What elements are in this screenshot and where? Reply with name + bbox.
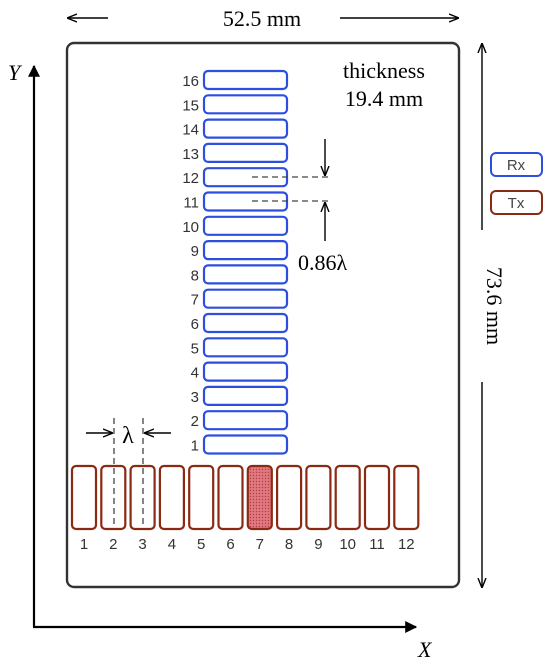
rx-element-5 — [202, 337, 289, 358]
rx-spacing-annotation: 0.86λ — [252, 139, 348, 275]
height-dimension: 73.6 mm — [482, 44, 507, 587]
tx-element-3 — [129, 464, 156, 531]
rx-element-7 — [202, 288, 289, 309]
legend-tx-label: Tx — [508, 195, 525, 212]
legend-rx-label: Rx — [507, 157, 526, 174]
rx-array: 16 15 14 13 12 11 10 9 8 7 6 5 4 3 2 1 — [182, 69, 289, 455]
thickness-value: 19.4 mm — [345, 86, 423, 111]
tx-label-6: 6 — [226, 536, 234, 553]
rx-label-11: 11 — [183, 195, 199, 212]
rx-label-7: 7 — [191, 292, 199, 309]
tx-label-8: 8 — [285, 536, 293, 553]
tx-label-3: 3 — [138, 536, 146, 553]
tx-spacing-label: λ — [122, 423, 134, 449]
y-axis-label: Y — [8, 60, 23, 85]
rx-label-1: 1 — [191, 438, 199, 455]
tx-element-10 — [334, 464, 361, 531]
rx-spacing-label: 0.86λ — [298, 250, 348, 275]
rx-element-14 — [202, 118, 289, 139]
tx-spacing-annotation: λ — [86, 418, 171, 527]
rx-element-6 — [202, 312, 289, 334]
height-label: 73.6 mm — [482, 267, 507, 345]
tx-element-12 — [393, 464, 420, 531]
rx-label-13: 13 — [182, 146, 199, 163]
thickness-label: thickness — [343, 58, 425, 83]
tx-label-9: 9 — [314, 536, 322, 553]
tx-element-11 — [363, 464, 391, 531]
rx-label-14: 14 — [182, 122, 199, 139]
tx-array: 1 2 3 4 5 6 7 8 9 10 11 12 — [70, 464, 420, 553]
x-axis-label: X — [417, 637, 433, 662]
rx-element-9 — [202, 240, 289, 261]
tx-label-11: 11 — [369, 536, 385, 553]
legend-tx-swatch — [490, 190, 543, 215]
rx-element-13 — [202, 142, 289, 163]
legend: Rx Tx — [490, 152, 543, 215]
rx-element-3 — [202, 385, 289, 406]
rx-label-10: 10 — [182, 219, 199, 236]
tx-label-5: 5 — [197, 536, 205, 553]
tx-label-7: 7 — [256, 536, 264, 553]
tx-element-2 — [100, 464, 127, 531]
rx-label-9: 9 — [191, 243, 199, 260]
rx-element-4 — [202, 361, 289, 382]
tx-element-8 — [276, 464, 303, 531]
tx-element-7 — [246, 464, 273, 531]
rx-label-12: 12 — [182, 170, 199, 187]
tx-label-1: 1 — [80, 536, 88, 553]
tx-label-12: 12 — [398, 536, 415, 553]
rx-label-4: 4 — [191, 365, 199, 382]
rx-element-1 — [202, 434, 289, 455]
tx-label-10: 10 — [339, 536, 356, 553]
tx-element-4 — [158, 464, 185, 531]
legend-rx-swatch — [490, 152, 543, 177]
width-label: 52.5 mm — [223, 6, 301, 31]
tx-label-4: 4 — [168, 536, 176, 553]
tx-element-6 — [217, 464, 244, 531]
rx-label-3: 3 — [191, 389, 199, 406]
rx-label-5: 5 — [191, 340, 199, 357]
coordinate-axes: Y X — [8, 60, 433, 662]
rx-element-8 — [202, 264, 289, 285]
rx-label-16: 16 — [182, 73, 199, 90]
tx-element-5 — [188, 464, 215, 531]
tx-element-9 — [305, 464, 332, 531]
rx-label-15: 15 — [182, 97, 199, 114]
rx-element-10 — [202, 215, 289, 236]
rx-label-6: 6 — [191, 316, 199, 333]
tx-element-1 — [70, 464, 98, 531]
rx-label-2: 2 — [191, 413, 199, 430]
width-dimension: 52.5 mm — [68, 6, 458, 31]
tx-label-2: 2 — [109, 536, 117, 553]
rx-element-16 — [202, 69, 289, 91]
rx-label-8: 8 — [191, 267, 199, 284]
rx-element-2 — [202, 410, 289, 431]
rx-element-15 — [202, 94, 289, 115]
